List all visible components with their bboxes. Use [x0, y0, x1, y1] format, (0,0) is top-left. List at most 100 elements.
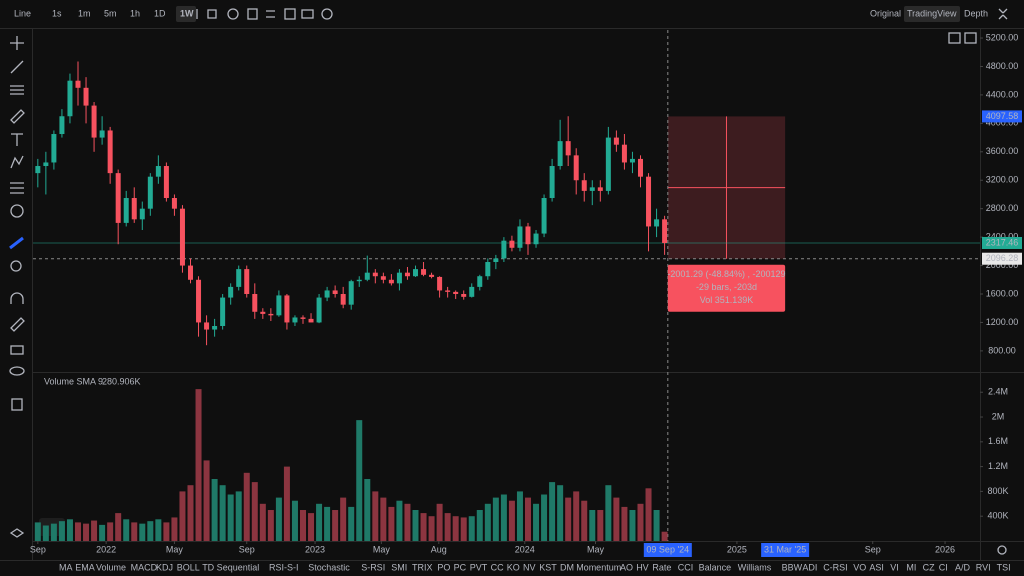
volume-bar — [557, 485, 564, 541]
indicator[interactable]: ASI — [869, 562, 884, 572]
magnet-tool[interactable] — [10, 292, 24, 304]
indicator[interactable]: CC — [491, 562, 504, 572]
volume-bar — [484, 503, 491, 541]
y-tick-label: 2400.00 — [986, 231, 1019, 241]
candle-body — [493, 258, 499, 263]
volume-bar — [629, 510, 636, 541]
compare-btn[interactable] — [266, 10, 275, 18]
candle-body — [581, 180, 587, 191]
measure-tool[interactable] — [9, 236, 24, 250]
emoji-tool[interactable] — [10, 204, 24, 218]
volume-bar — [605, 485, 612, 541]
indicator[interactable]: EMA — [75, 562, 95, 572]
fullscreen-btn[interactable] — [998, 8, 1008, 20]
indicator[interactable]: MACD — [131, 562, 158, 572]
price-label-bg — [982, 252, 1022, 265]
view[interactable]: Depth — [964, 8, 988, 18]
view[interactable]: TradingView — [907, 8, 957, 18]
candle-body — [637, 158, 643, 177]
delete-btn[interactable] — [247, 8, 258, 20]
indicator-btn[interactable] — [227, 8, 239, 20]
lock-tool[interactable] — [10, 345, 24, 355]
settings-btn[interactable] — [284, 8, 296, 20]
indicator[interactable]: VI — [890, 562, 899, 572]
pattern-tool[interactable] — [10, 155, 24, 169]
interval[interactable]: Line — [14, 8, 31, 18]
reset-btn[interactable] — [964, 32, 977, 44]
volume-bar — [340, 497, 347, 541]
fib-tool[interactable] — [10, 85, 24, 95]
interval[interactable]: 1h — [130, 8, 140, 18]
prediction-tool[interactable] — [10, 182, 24, 194]
interval[interactable]: 1D — [154, 8, 166, 18]
indicator[interactable]: A/D — [955, 562, 971, 572]
indicator[interactable]: PC — [454, 562, 467, 572]
candle-body — [163, 166, 169, 199]
brush-tool[interactable] — [10, 109, 25, 124]
visibility-tool[interactable] — [9, 366, 25, 376]
indicator[interactable]: MA — [59, 562, 73, 572]
interval[interactable]: 1m — [78, 8, 91, 18]
candle-body — [107, 130, 113, 174]
x-marker-label: 31 Mar '25 — [764, 544, 806, 554]
indicator[interactable]: HV — [636, 562, 649, 572]
scroll-btn[interactable] — [948, 32, 961, 44]
axis-settings[interactable] — [997, 545, 1007, 555]
indicator[interactable]: DM — [560, 562, 574, 572]
candle-body — [139, 208, 145, 220]
indicator[interactable]: RSI-S-I — [269, 562, 299, 572]
screenshot-btn[interactable] — [301, 9, 314, 19]
volume-bar — [203, 460, 210, 541]
volume-bar — [589, 510, 596, 541]
trash-tool[interactable] — [11, 398, 23, 411]
indicator[interactable]: NV — [523, 562, 536, 572]
indicator[interactable]: C-RSI — [823, 562, 848, 572]
indicator[interactable]: KDJ — [156, 562, 173, 572]
indicator[interactable]: Rate — [652, 562, 671, 572]
indicator[interactable]: TSI — [997, 562, 1011, 572]
y-tick-label: 400K — [987, 511, 1008, 521]
indicator[interactable]: AO — [620, 562, 633, 572]
view[interactable]: Original — [870, 8, 901, 18]
volume-bar — [436, 503, 443, 541]
indicator[interactable]: Momentum — [576, 562, 621, 572]
x-tick-label: May — [373, 544, 391, 554]
indicator[interactable]: ADI — [802, 562, 817, 572]
layers-tool[interactable] — [9, 528, 25, 538]
candle-body — [91, 105, 97, 138]
replay-btn[interactable] — [321, 8, 333, 20]
indicator[interactable]: KST — [539, 562, 557, 572]
indicator[interactable]: RVI — [976, 562, 991, 572]
indicator[interactable]: MI — [906, 562, 916, 572]
indicator[interactable]: PO — [437, 562, 450, 572]
volume-bar — [227, 494, 234, 541]
volume-bar — [171, 517, 178, 541]
lock-draw[interactable] — [10, 317, 25, 332]
indicator[interactable]: VO — [853, 562, 866, 572]
indicator[interactable]: PVT — [470, 562, 488, 572]
indicator[interactable]: CZ — [923, 562, 935, 572]
indicator[interactable]: Volume — [96, 562, 126, 572]
interval[interactable]: 5m — [104, 8, 117, 18]
indicator[interactable]: Williams — [738, 562, 772, 572]
text-tool[interactable] — [11, 133, 23, 146]
candle-body — [654, 219, 660, 227]
indicator[interactable]: S-RSI — [361, 562, 385, 572]
indicator[interactable]: BBW — [782, 562, 803, 572]
candle-body — [565, 141, 571, 156]
indicator[interactable]: Balance — [699, 562, 732, 572]
line-tool[interactable] — [10, 60, 24, 74]
indicator[interactable]: Stochastic — [308, 562, 350, 572]
indicator[interactable]: TD Sequential — [202, 562, 259, 572]
zoom-tool[interactable] — [10, 260, 22, 272]
interval[interactable]: 1s — [52, 8, 62, 18]
interval[interactable]: 1W — [180, 8, 194, 18]
indicator[interactable]: CCI — [678, 562, 694, 572]
indicator[interactable]: SMI — [391, 562, 407, 572]
volume-bar — [267, 510, 274, 541]
indicator[interactable]: BOLL — [177, 562, 200, 572]
indicator[interactable]: TRIX — [412, 562, 433, 572]
indicator[interactable]: CI — [939, 562, 948, 572]
indicator[interactable]: KO — [507, 562, 520, 572]
crosshair-tool[interactable] — [10, 36, 24, 50]
